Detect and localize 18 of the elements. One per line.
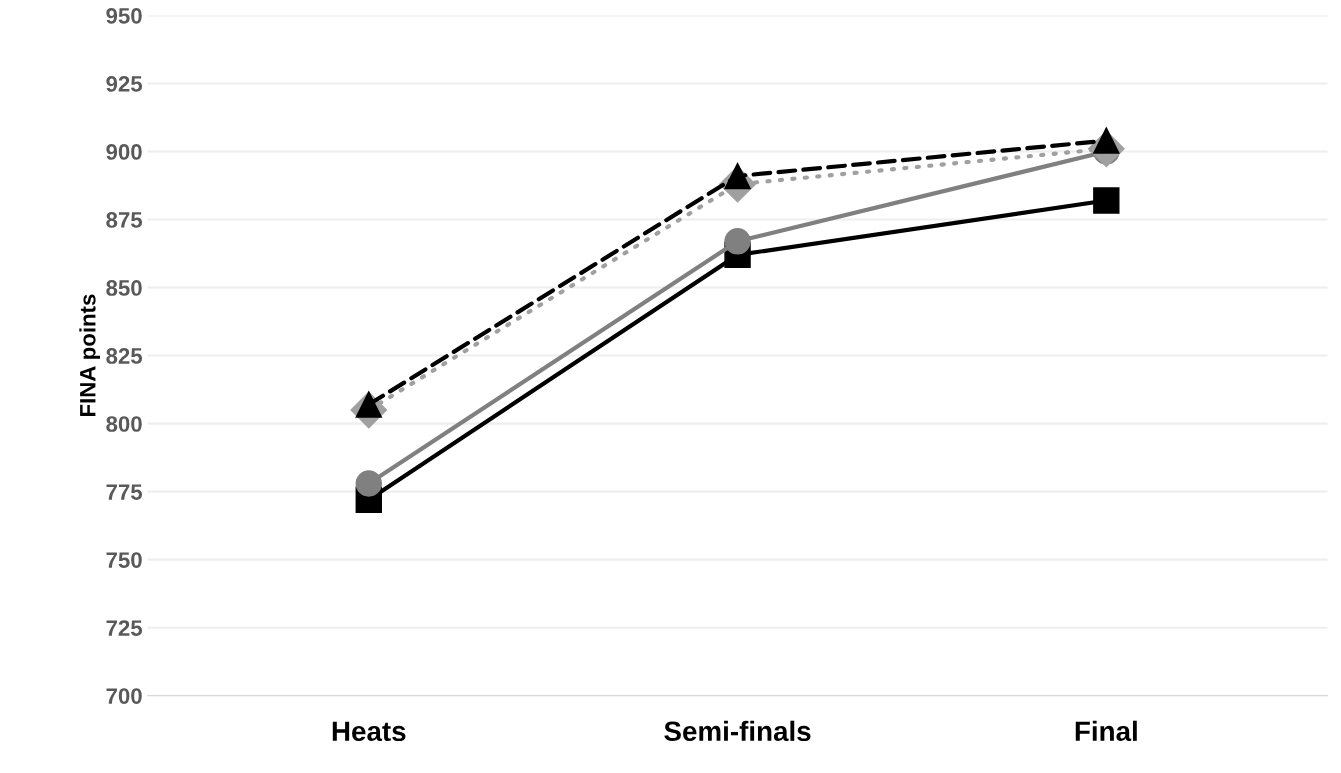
y-tick-label: 875 xyxy=(106,212,143,228)
y-tick-label: 900 xyxy=(106,144,142,160)
y-tick-label: 725 xyxy=(106,620,143,636)
x-tick-label: Semi-finals xyxy=(664,720,811,742)
y-tick-label: 700 xyxy=(106,688,142,704)
point xyxy=(355,470,382,497)
y-tick-label: 925 xyxy=(106,76,143,92)
y-tick-label: 950 xyxy=(106,7,142,24)
x-tick-label: Final xyxy=(1075,720,1137,742)
y-tick-label: 800 xyxy=(106,416,142,432)
y-tick-label: 775 xyxy=(106,484,143,500)
y-tick-label: 750 xyxy=(106,552,142,568)
y-tick-label: 850 xyxy=(106,280,142,296)
point xyxy=(1093,187,1120,214)
x-tick-label: Heats xyxy=(332,721,406,742)
point xyxy=(724,228,751,255)
y-axis-title: FINA points xyxy=(79,294,101,417)
y-tick-label: 825 xyxy=(106,348,143,364)
